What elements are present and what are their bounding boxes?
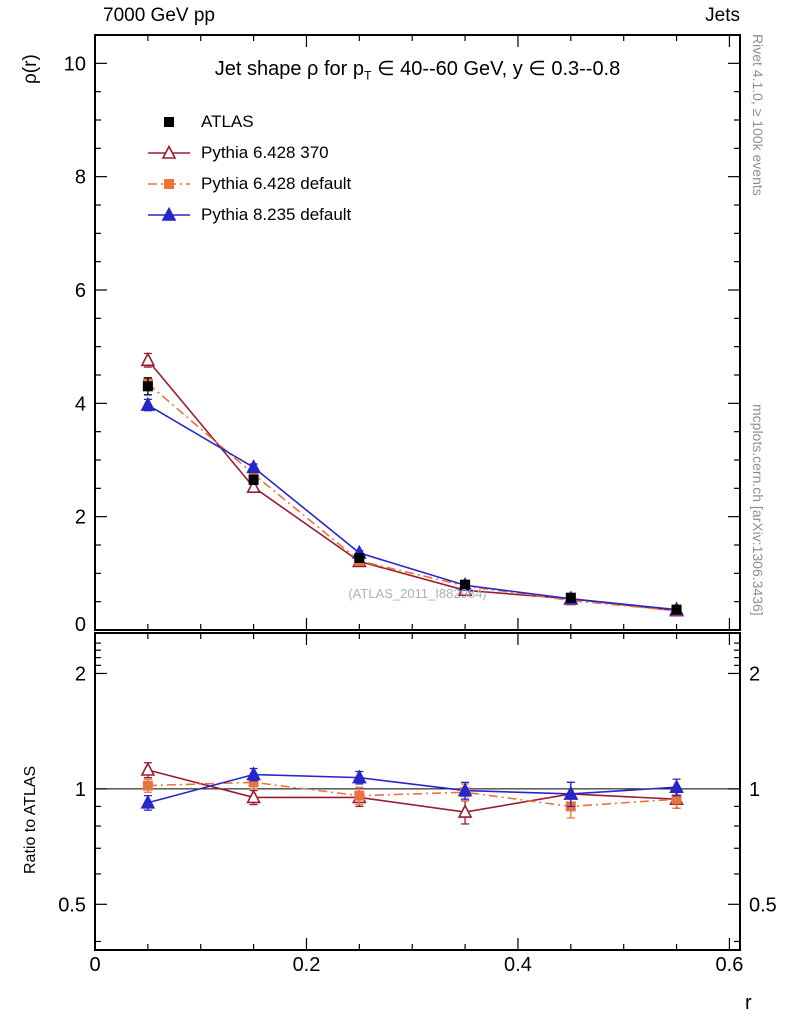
legend-item: ATLAS [147, 106, 351, 137]
svg-text:2: 2 [75, 663, 86, 685]
svg-text:4: 4 [75, 393, 86, 415]
process-label: Jets [705, 5, 740, 26]
legend-label: ATLAS [201, 111, 254, 131]
beam-energy-label: 7000 GeV pp [103, 5, 215, 26]
svg-text:6: 6 [75, 280, 86, 302]
legend-item: Pythia 6.428 370 [147, 137, 351, 168]
legend-marker-icon [148, 144, 190, 159]
legend-label: Pythia 6.428 default [201, 173, 352, 193]
svg-text:2: 2 [75, 507, 86, 529]
svg-text:1: 1 [75, 779, 86, 801]
series-points [140, 396, 684, 811]
legend-label: Pythia 8.235 default [201, 204, 352, 224]
tick-labels: 0 0.2 0.4 0.6 0 2 4 6 8 10 0.5 0.5 1 1 2 2 [58, 53, 777, 976]
ratio-panel-frame [94, 632, 741, 951]
legend: ATLAS Pythia 6.428 370 Pythia 6.428 defaul… [147, 106, 351, 230]
axis-ticks [94, 34, 740, 950]
svg-text:0.6: 0.6 [716, 954, 744, 976]
series-points [142, 377, 682, 615]
svg-text:0: 0 [89, 954, 100, 976]
legend-marker-icon [148, 206, 190, 221]
legend-marker-icon [148, 178, 190, 189]
svg-text:2: 2 [749, 663, 760, 685]
legend-item: Pythia 6.428 default [147, 168, 351, 199]
x-axis-title: r [745, 992, 752, 1014]
rivet-version-label: Rivet 4.1.0, ≥ 100k events [750, 34, 766, 196]
svg-text:0.2: 0.2 [293, 954, 321, 976]
main-panel-frame [94, 34, 741, 631]
svg-text:0: 0 [75, 614, 86, 636]
svg-text:8: 8 [75, 167, 86, 189]
plot-title: Jet shape ρ for pT ∈ 40--60 GeV, y ∈ 0.3… [214, 58, 621, 83]
svg-text:0.5: 0.5 [749, 894, 777, 916]
mcplots-credit-label: mcplots.cern.ch [arXiv:1306.3436] [750, 404, 766, 616]
svg-text:0.4: 0.4 [504, 954, 532, 976]
legend-marker-icon [164, 116, 174, 127]
svg-text:0.5: 0.5 [58, 894, 86, 916]
svg-text:10: 10 [64, 53, 86, 75]
ratio-y-axis-title: Ratio to ATLAS [22, 765, 39, 874]
svg-text:1: 1 [749, 779, 760, 801]
y-axis-title: ρ(r) [20, 54, 41, 84]
legend-item: Pythia 8.235 default [147, 199, 351, 230]
legend-label: Pythia 6.428 370 [201, 142, 329, 162]
series-layer [140, 352, 684, 825]
analysis-id-watermark: (ATLAS_2011_I882984) [348, 586, 487, 601]
